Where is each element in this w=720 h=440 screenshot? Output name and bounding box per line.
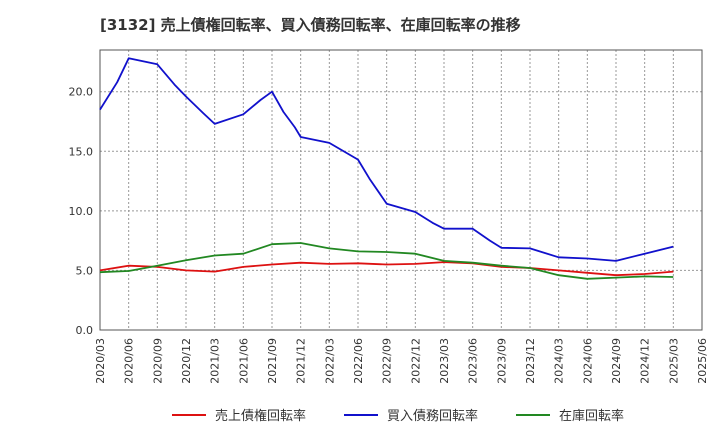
x-axis-ticks: 2020/03 2020/06 2020/09 2020/12 2021/03 2021/… [94, 338, 709, 384]
y-axis-ticks: 0.0 5.0 10.0 15.0 20.0 [69, 86, 94, 337]
x-tick-label: 2021/06 [237, 338, 250, 384]
y-tick-label: 15.0 [69, 145, 94, 158]
x-tick-label: 2025/06 [696, 338, 709, 384]
series-lines [99, 57, 674, 280]
x-tick-label: 2022/12 [409, 338, 422, 384]
x-tick-label: 2020/12 [180, 338, 193, 384]
x-tick-label: 2022/06 [352, 338, 365, 384]
y-tick-label: 5.0 [76, 264, 94, 277]
series-line-3 [99, 242, 674, 280]
y-tick-label: 20.0 [69, 86, 94, 99]
x-tick-label: 2021/12 [295, 338, 308, 384]
x-tick-label: 2020/06 [123, 338, 136, 384]
plot-frame [99, 49, 703, 331]
grid-lines [99, 50, 703, 331]
chart-title: [3132] 売上債権回転率、買入債務回転率、在庫回転率の推移 [100, 16, 521, 34]
x-tick-label: 2024/12 [639, 338, 652, 384]
x-tick-label: 2024/03 [553, 338, 566, 384]
x-tick-label: 2021/09 [266, 338, 279, 384]
series-line-2 [99, 57, 674, 262]
x-tick-label: 2024/06 [581, 338, 594, 384]
x-tick-label: 2023/03 [438, 338, 451, 384]
y-tick-label: 10.0 [69, 205, 94, 218]
legend-label-3: 在庫回転率 [559, 408, 624, 424]
x-tick-label: 2022/09 [381, 338, 394, 384]
legend-label-1: 売上債権回転率 [215, 408, 306, 424]
x-tick-label: 2023/09 [495, 338, 508, 384]
x-tick-label: 2020/09 [151, 338, 164, 384]
x-tick-label: 2021/03 [209, 338, 222, 384]
series-line-1 [99, 261, 674, 277]
x-tick-label: 2023/12 [524, 338, 537, 384]
x-tick-label: 2023/06 [467, 338, 480, 384]
legend-label-2: 買入債務回転率 [387, 408, 478, 424]
x-tick-label: 2024/09 [610, 338, 623, 384]
x-tick-label: 2025/03 [667, 338, 680, 384]
x-tick-label: 2020/03 [94, 338, 107, 384]
legend: 売上債権回転率 買入債務回転率 在庫回転率 [172, 408, 624, 424]
y-tick-label: 0.0 [76, 324, 94, 337]
x-tick-label: 2022/03 [323, 338, 336, 384]
